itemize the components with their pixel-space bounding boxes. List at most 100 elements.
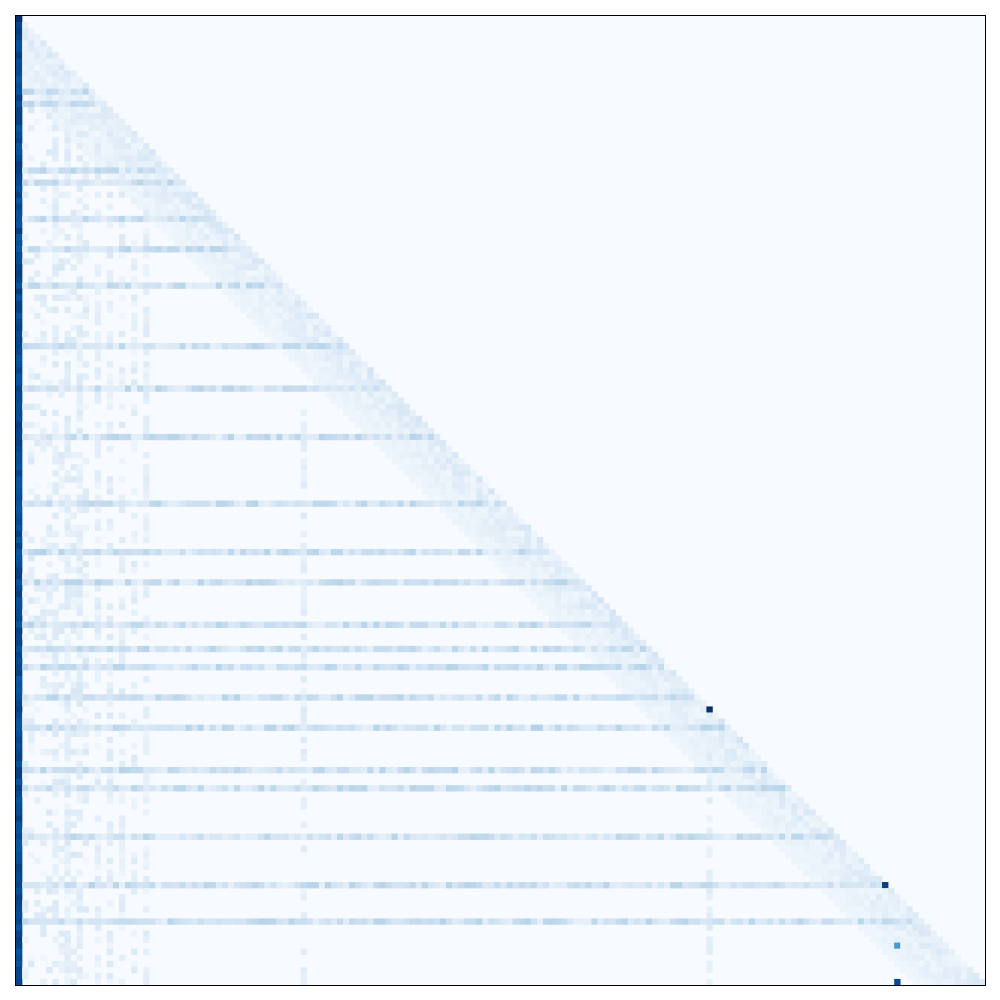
heatmap-cell — [863, 918, 871, 925]
heatmap-cell — [609, 882, 616, 889]
heatmap-cell — [161, 500, 168, 507]
heatmap-cell — [415, 433, 423, 441]
heatmap-cell — [627, 766, 635, 774]
heatmap-cell — [94, 676, 102, 683]
heatmap-cell — [942, 966, 949, 974]
heatmap-cell — [555, 645, 562, 653]
heatmap-cell — [573, 785, 580, 792]
heatmap-cell — [118, 912, 126, 919]
heatmap-cell — [276, 882, 283, 889]
heatmap-cell — [312, 330, 320, 338]
heatmap-cell — [766, 821, 774, 828]
heatmap-cell — [70, 324, 77, 332]
heatmap-cell — [88, 100, 96, 108]
heatmap-cell — [403, 470, 410, 477]
heatmap-cell — [100, 131, 108, 138]
heatmap-cell — [766, 882, 774, 889]
heatmap-cell — [118, 567, 126, 574]
heatmap-cell — [46, 621, 53, 628]
heatmap-cell — [888, 930, 895, 937]
heatmap-cell — [875, 936, 883, 943]
heatmap-cell — [246, 785, 253, 792]
heatmap-cell — [512, 567, 519, 574]
heatmap-cell — [609, 639, 616, 647]
heatmap-cell — [645, 712, 653, 719]
heatmap-cell — [94, 518, 102, 526]
heatmap-cell — [28, 736, 35, 744]
heatmap-cell — [300, 585, 307, 592]
heatmap-cell — [530, 785, 538, 792]
heatmap-cell — [536, 573, 544, 580]
heatmap-cell — [542, 833, 550, 840]
heatmap-cell — [125, 724, 132, 731]
heatmap-cell — [627, 724, 635, 731]
heatmap-cell — [88, 433, 96, 441]
heatmap-cell — [712, 718, 719, 725]
heatmap-cell — [40, 906, 47, 913]
heatmap-cell — [470, 524, 477, 532]
heatmap-cell — [330, 361, 338, 368]
heatmap-cell — [718, 918, 725, 925]
heatmap-cell — [561, 561, 568, 568]
heatmap-cell — [361, 415, 368, 423]
heatmap-cell — [730, 730, 737, 737]
heatmap-cell — [52, 349, 59, 356]
heatmap-cell — [16, 676, 23, 683]
heatmap-cell — [555, 555, 562, 562]
heatmap-cell — [676, 700, 683, 707]
heatmap-cell — [28, 700, 35, 707]
heatmap-cell — [367, 421, 374, 429]
heatmap-cell — [664, 918, 671, 925]
heatmap-cell — [700, 833, 707, 840]
heatmap-cell — [833, 869, 840, 877]
heatmap-cell — [524, 766, 532, 774]
heatmap-cell — [343, 664, 350, 671]
heatmap-cell — [427, 882, 435, 889]
heatmap-cell — [131, 585, 138, 592]
heatmap-cell — [16, 845, 23, 853]
heatmap-cell — [240, 766, 247, 774]
heatmap-cell — [94, 143, 102, 150]
heatmap-cell — [615, 633, 622, 641]
heatmap-cell — [16, 379, 23, 386]
heatmap-cell — [639, 882, 647, 889]
heatmap-cell — [421, 579, 429, 586]
heatmap-cell — [555, 833, 562, 840]
heatmap-cell — [203, 240, 211, 247]
heatmap-cell — [409, 548, 417, 556]
heatmap-cell — [421, 464, 429, 471]
heatmap-cell — [246, 724, 253, 731]
heatmap-cell — [58, 694, 65, 701]
heatmap-cell — [16, 579, 23, 586]
heatmap-cell — [706, 766, 713, 774]
heatmap-cell — [227, 548, 235, 556]
heatmap-cell — [82, 797, 89, 804]
heatmap-cell — [748, 766, 756, 774]
heatmap-cell — [615, 664, 622, 671]
heatmap-cell — [930, 930, 937, 937]
heatmap-cell — [851, 918, 859, 925]
heatmap-cell — [349, 548, 356, 556]
heatmap-cell — [585, 785, 592, 792]
heatmap-cell — [512, 561, 519, 568]
heatmap-cell — [82, 548, 89, 556]
heatmap-cell — [264, 645, 271, 653]
heatmap-cell — [621, 724, 628, 731]
heatmap-cell — [621, 645, 628, 653]
heatmap-cell — [851, 906, 859, 913]
heatmap-cell — [131, 664, 138, 671]
heatmap-cell — [76, 900, 83, 907]
heatmap-cell — [361, 694, 368, 701]
heatmap-cell — [52, 306, 59, 314]
heatmap-cell — [58, 294, 65, 301]
heatmap-cell — [94, 555, 102, 562]
heatmap-cell — [240, 833, 247, 840]
heatmap-cell — [191, 191, 198, 198]
heatmap-cell — [94, 839, 102, 847]
heatmap-cell — [40, 633, 47, 641]
heatmap-cell — [730, 766, 737, 774]
heatmap-cell — [791, 839, 798, 847]
heatmap-cell — [379, 409, 386, 417]
heatmap-cell — [88, 579, 96, 586]
heatmap-cell — [397, 882, 404, 889]
